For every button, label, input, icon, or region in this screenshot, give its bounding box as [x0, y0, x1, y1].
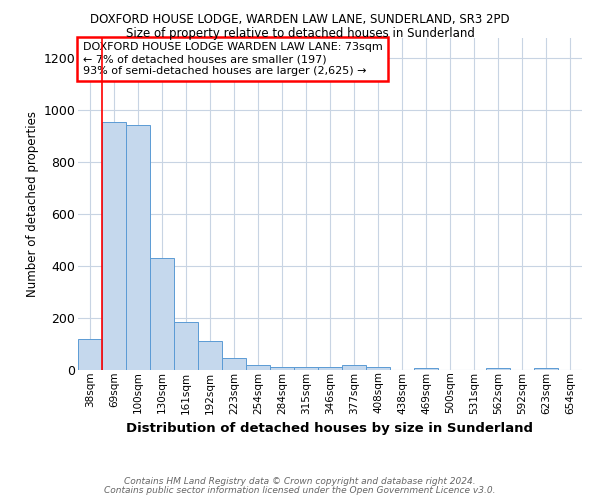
Bar [246, 366, 270, 370]
Bar [414, 368, 438, 370]
Bar [534, 368, 558, 370]
Y-axis label: Number of detached properties: Number of detached properties [26, 111, 39, 296]
Bar [294, 368, 318, 370]
Bar [102, 122, 126, 370]
Bar [78, 339, 102, 370]
Text: DOXFORD HOUSE LODGE WARDEN LAW LANE: 73sqm
← 7% of detached houses are smaller (: DOXFORD HOUSE LODGE WARDEN LAW LANE: 73s… [83, 42, 383, 76]
Bar [270, 367, 294, 370]
Bar [318, 368, 342, 370]
Bar [198, 340, 222, 370]
Text: Contains public sector information licensed under the Open Government Licence v3: Contains public sector information licen… [104, 486, 496, 495]
Bar [150, 258, 174, 370]
Text: Size of property relative to detached houses in Sunderland: Size of property relative to detached ho… [125, 28, 475, 40]
Bar [366, 368, 390, 370]
Bar [174, 322, 198, 370]
Bar [342, 366, 366, 370]
Bar [126, 124, 150, 370]
Bar [486, 368, 510, 370]
Text: DOXFORD HOUSE LODGE, WARDEN LAW LANE, SUNDERLAND, SR3 2PD: DOXFORD HOUSE LODGE, WARDEN LAW LANE, SU… [90, 12, 510, 26]
X-axis label: Distribution of detached houses by size in Sunderland: Distribution of detached houses by size … [127, 422, 533, 435]
Bar [222, 358, 246, 370]
Text: Contains HM Land Registry data © Crown copyright and database right 2024.: Contains HM Land Registry data © Crown c… [124, 477, 476, 486]
